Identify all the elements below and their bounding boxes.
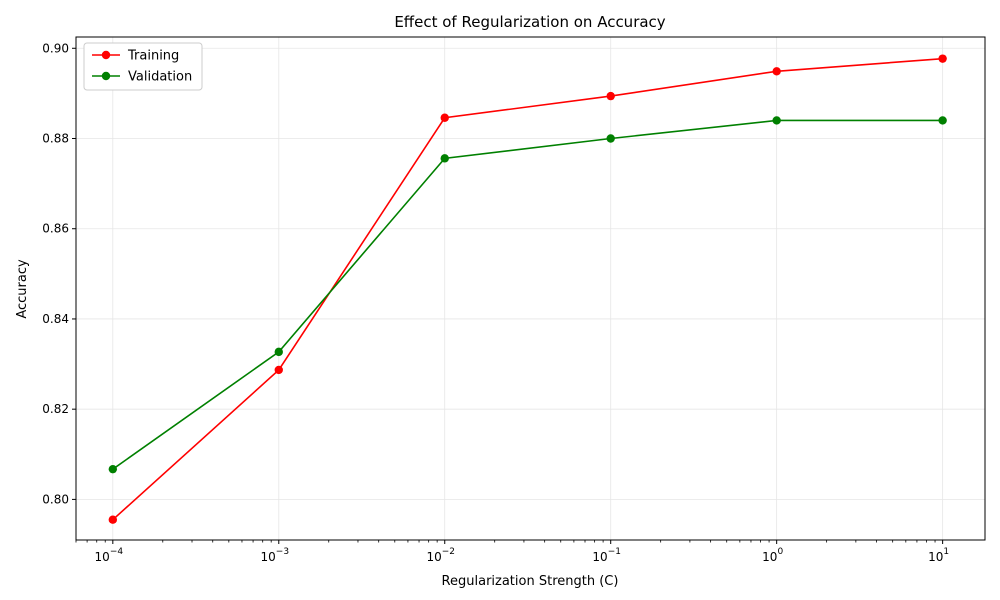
data-point-validation xyxy=(938,116,947,125)
series-line-training xyxy=(112,57,943,521)
data-point-validation xyxy=(274,347,283,357)
plot-frame xyxy=(75,36,986,541)
series-layer xyxy=(108,54,947,524)
y-tick-label: 0.90 xyxy=(42,41,69,55)
data-point-training xyxy=(772,67,781,76)
legend-label-validation: Validation xyxy=(128,70,192,85)
series-line-validation xyxy=(112,119,943,470)
data-point-training xyxy=(274,365,283,375)
y-tick-label: 0.88 xyxy=(42,132,69,146)
y-tick-label: 0.80 xyxy=(42,492,69,506)
data-point-training xyxy=(108,515,118,524)
data-point-validation xyxy=(772,116,781,125)
data-point-validation xyxy=(440,154,449,163)
chart-title: Effect of Regularization on Accuracy xyxy=(394,13,665,31)
y-tick-label: 0.86 xyxy=(42,222,69,236)
legend-label-training: Training xyxy=(127,49,179,64)
y-axis-label: Accuracy xyxy=(15,259,30,319)
data-point-training xyxy=(440,113,449,122)
y-tick-label: 0.82 xyxy=(42,402,69,416)
data-point-training xyxy=(606,91,615,101)
legend-marker-validation xyxy=(101,71,111,81)
legend-marker-training xyxy=(101,50,111,60)
data-point-validation xyxy=(606,134,615,143)
y-tick-label: 0.84 xyxy=(42,312,69,326)
legend: Training Validation xyxy=(83,42,203,91)
x-axis-label: Regularization Strength (C) xyxy=(442,574,619,589)
data-point-validation xyxy=(108,464,118,474)
data-point-training xyxy=(938,54,947,63)
